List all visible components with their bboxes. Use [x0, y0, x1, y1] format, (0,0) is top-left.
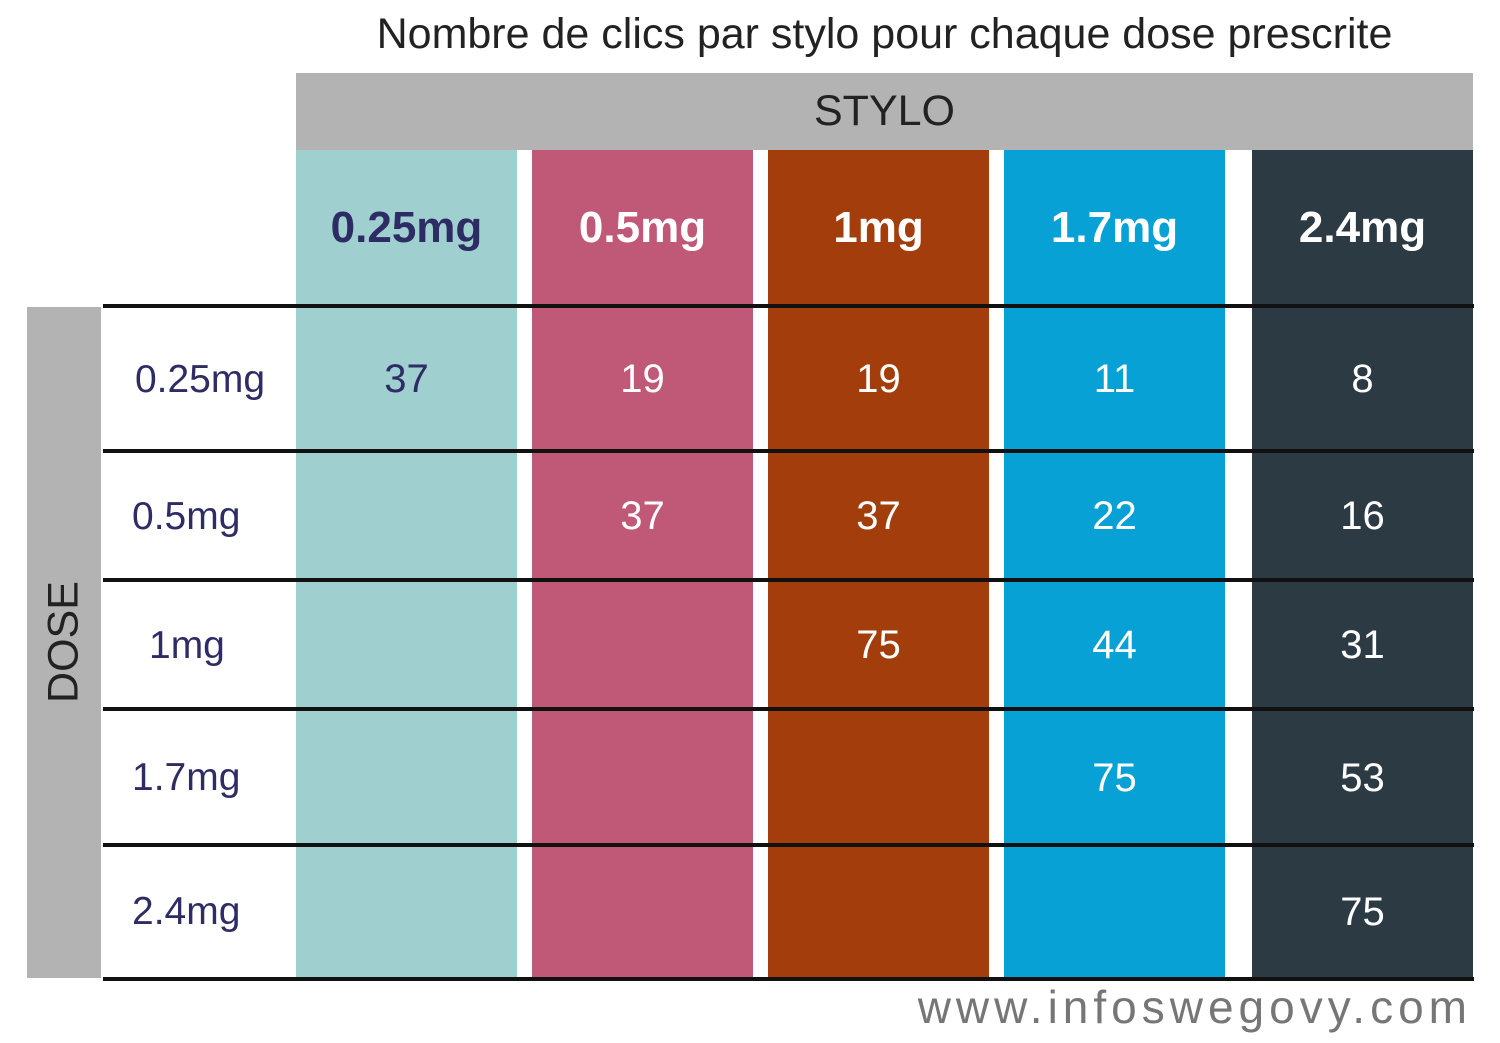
chart-title: Nombre de clics par stylo pour chaque do… — [376, 10, 1393, 58]
dose-row-label: 0.5mg — [132, 494, 241, 538]
pen-column-header: 1mg — [833, 202, 924, 252]
pen-column-header: 0.5mg — [578, 202, 707, 252]
pen-column: 0.5mg 19 37 — [532, 150, 753, 978]
pen-column-header: 1.7mg — [1050, 202, 1179, 252]
row-divider-line — [103, 843, 1474, 847]
click-count-cell: 44 — [1092, 623, 1137, 667]
pen-column-header: 2.4mg — [1298, 202, 1427, 252]
click-count-cell: 37 — [384, 357, 429, 401]
click-count-cell: 19 — [620, 357, 665, 401]
dose-row-label: 2.4mg — [132, 890, 241, 933]
click-count-cell: 19 — [856, 357, 901, 401]
pen-column: 1.7mg 11 22 44 75 — [1004, 150, 1225, 978]
dose-row-label: 0.25mg — [134, 357, 266, 401]
pen-column: 0.25mg 37 — [296, 150, 517, 978]
website-footer: www.infoswegovy.com — [917, 981, 1472, 1033]
row-divider-line — [103, 578, 1474, 582]
click-count-cell: 16 — [1340, 494, 1385, 538]
row-divider-line — [103, 449, 1474, 453]
stylo-header-label: STYLO — [814, 87, 955, 135]
click-count-cell: 75 — [856, 623, 901, 667]
click-count-cell: 37 — [620, 494, 665, 538]
click-count-cell: 75 — [1340, 889, 1385, 934]
row-divider-line — [103, 304, 1474, 308]
dose-row-label: 1mg — [149, 623, 225, 667]
dose-side-bar — [27, 307, 101, 978]
click-count-cell: 22 — [1092, 494, 1137, 538]
click-count-cell: 37 — [856, 494, 901, 538]
click-count-cell: 11 — [1093, 357, 1136, 401]
click-count-cell: 8 — [1351, 357, 1374, 401]
dose-row-label: 1.7mg — [132, 756, 241, 799]
click-count-cell: 31 — [1340, 623, 1385, 667]
pen-column: 1mg 19 37 75 — [768, 150, 989, 978]
click-count-cell: 75 — [1092, 755, 1137, 800]
row-divider-line — [103, 707, 1474, 711]
row-divider-line — [103, 977, 1474, 981]
pen-column: 2.4mg 8 16 31 53 75 — [1252, 150, 1473, 978]
pen-column-header: 0.25mg — [330, 202, 483, 252]
dose-side-label: DOSE — [39, 581, 88, 703]
stylo-header: STYLO — [296, 73, 1473, 150]
click-count-cell: 53 — [1340, 755, 1385, 800]
